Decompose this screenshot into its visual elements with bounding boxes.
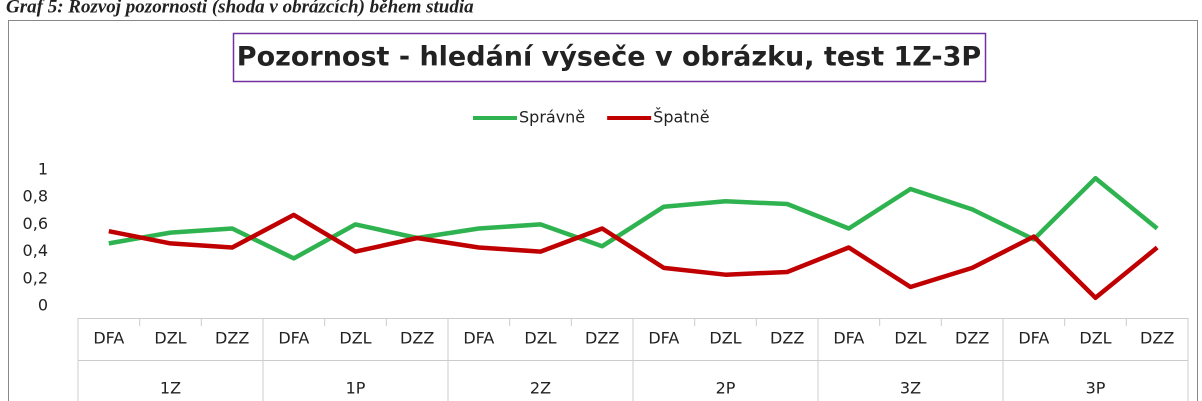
chart-frame <box>8 20 1198 401</box>
y-tick-label: 0,4 <box>23 241 48 260</box>
caption: Graf 5: Rozvoj pozornosti (shoda v obráz… <box>6 0 474 17</box>
series-line <box>108 175 1159 261</box>
y-tick-label: 0,6 <box>23 214 48 233</box>
y-tick-label: 0 <box>38 296 48 315</box>
series-line <box>108 212 1159 301</box>
group-label: 3P <box>1086 379 1106 398</box>
x-tick-label: DZZ <box>215 329 249 348</box>
legend-label: Správně <box>519 108 585 127</box>
x-tick-label: DFA <box>833 329 864 348</box>
x-tick-label: DFA <box>648 329 679 348</box>
x-tick-label: DZL <box>709 329 741 348</box>
x-tick-label: DZL <box>339 329 371 348</box>
chart-title: Pozornost - hledání výseče v obrázku, te… <box>237 42 981 73</box>
legend-label: Špatně <box>653 108 709 127</box>
x-tick-label: DFA <box>93 329 124 348</box>
group-label: 2Z <box>530 379 551 398</box>
x-tick-label: DFA <box>278 329 309 348</box>
x-tick-label: DZZ <box>955 329 989 348</box>
group-label: 1P <box>346 379 366 398</box>
x-tick-label: DFA <box>1018 329 1049 348</box>
x-tick-label: DZL <box>1079 329 1111 348</box>
x-tick-label: DZL <box>894 329 926 348</box>
group-label: 3Z <box>900 379 921 398</box>
title-box <box>232 32 987 83</box>
x-tick-label: DZZ <box>770 329 804 348</box>
x-tick-label: DZZ <box>400 329 434 348</box>
x-tick-label: DZL <box>524 329 556 348</box>
x-tick-label: DZZ <box>585 329 619 348</box>
group-label: 1Z <box>160 379 181 398</box>
group-label: 2P <box>716 379 736 398</box>
y-tick-label: 0,8 <box>23 187 48 206</box>
x-tick-label: DFA <box>463 329 494 348</box>
x-tick-label: DZZ <box>1140 329 1174 348</box>
y-tick-label: 0,2 <box>23 268 48 287</box>
x-tick-label: DZL <box>154 329 186 348</box>
y-tick-label: 1 <box>38 160 48 179</box>
